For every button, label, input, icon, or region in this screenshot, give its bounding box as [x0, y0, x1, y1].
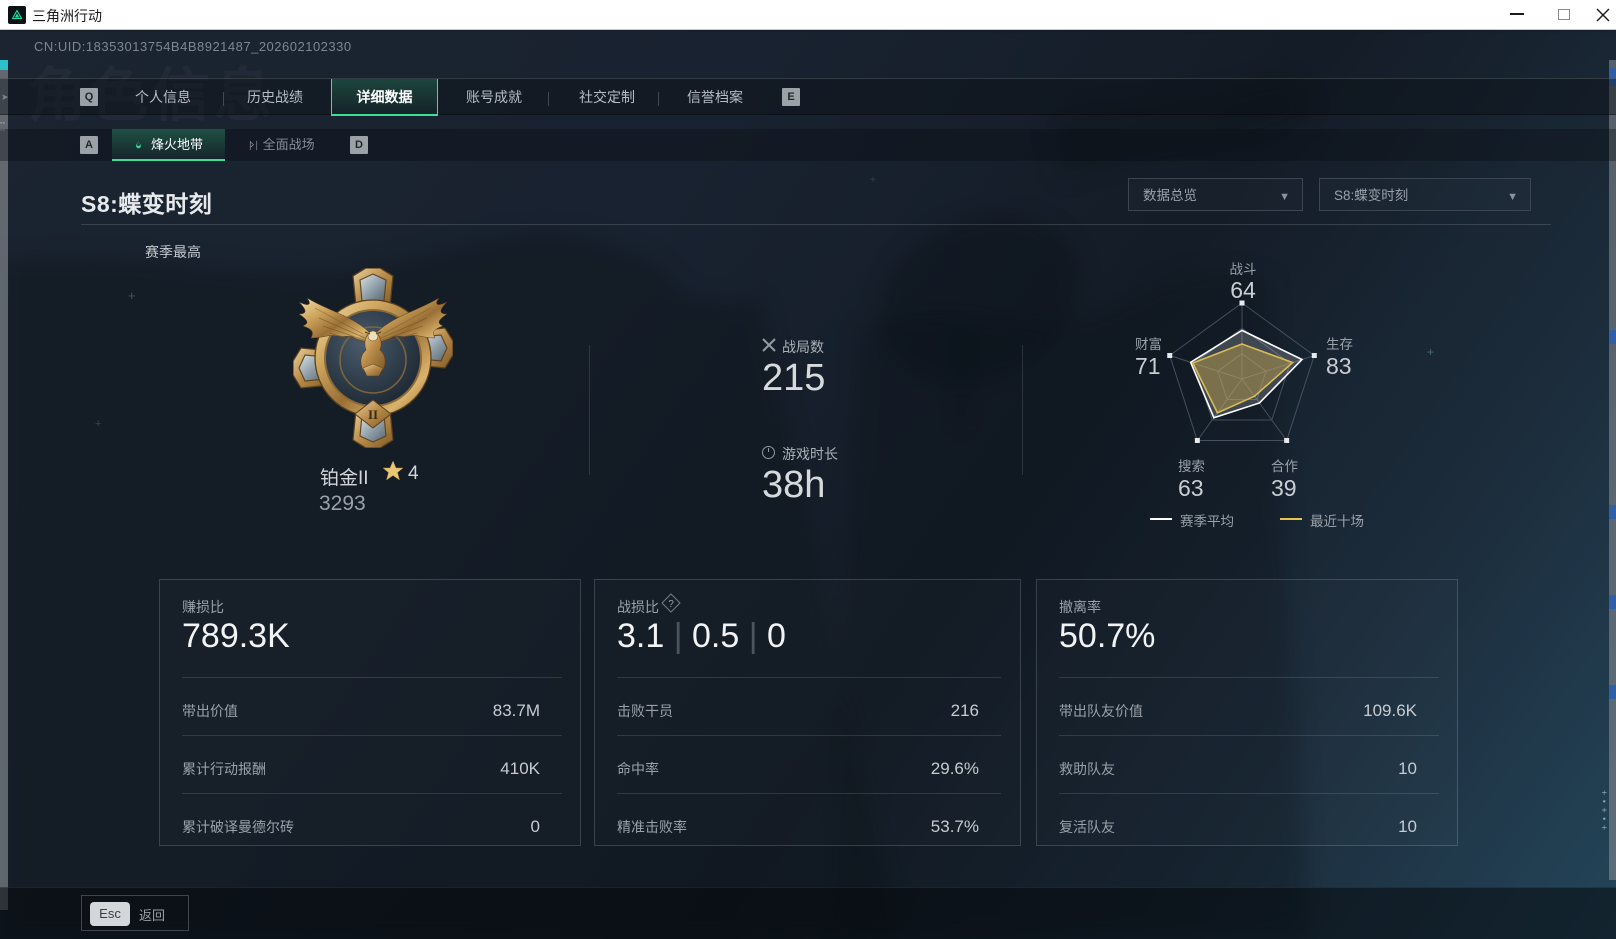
svg-text:II: II	[368, 407, 378, 422]
svg-text:?: ?	[668, 599, 674, 610]
